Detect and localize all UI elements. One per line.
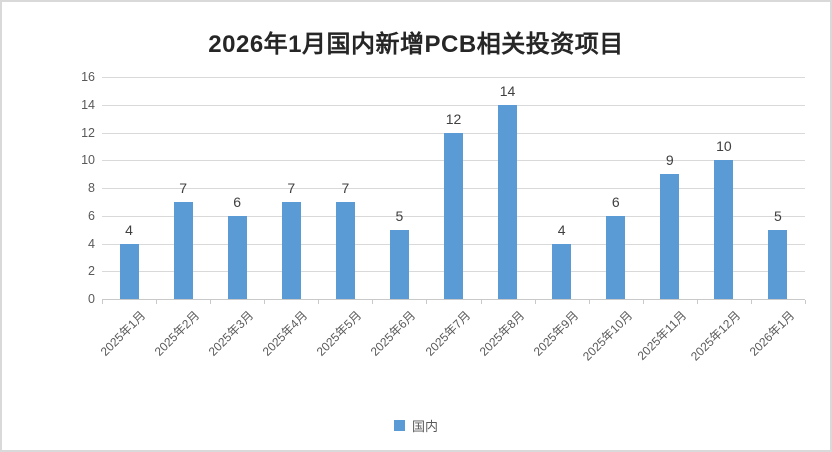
bar-value-label: 4 xyxy=(557,221,566,238)
legend: 国内 xyxy=(2,416,830,435)
y-axis-tick-label: 2 xyxy=(88,264,95,279)
bar-value-label: 14 xyxy=(499,82,516,99)
x-axis-category-label: 2026年1月 xyxy=(746,308,798,359)
y-axis-tick-label: 8 xyxy=(88,181,95,195)
bar-2025年6月 xyxy=(389,229,409,299)
x-axis-category-label: 2025年3月 xyxy=(205,308,257,359)
x-axis-tick xyxy=(588,300,590,304)
bar-value-label: 10 xyxy=(716,138,732,155)
x-axis-category-label: 2025年9月 xyxy=(530,308,581,359)
bar-value-label: 6 xyxy=(611,193,620,210)
bar-2025年3月 xyxy=(227,215,247,299)
x-axis-category-label: 2025年1月 xyxy=(97,308,149,359)
x-axis-category-label: 2025年7月 xyxy=(422,308,473,359)
bar-value-label: 7 xyxy=(341,179,350,196)
y-axis-tick-label: 16 xyxy=(81,70,95,84)
x-axis-category-label: 2025年8月 xyxy=(476,308,527,359)
bar-value-label: 7 xyxy=(287,179,296,196)
x-axis-tick xyxy=(696,300,698,304)
bar-value-label: 6 xyxy=(233,193,242,210)
x-axis-tick xyxy=(426,300,428,304)
x-axis-category-label: 2025年6月 xyxy=(368,308,419,359)
bar-value-label: 7 xyxy=(179,179,187,196)
x-axis-category-label: 2025年2月 xyxy=(151,308,203,359)
x-axis-tick xyxy=(372,300,374,304)
x-axis-tick xyxy=(156,300,158,304)
bar-value-label: 5 xyxy=(395,207,404,224)
y-axis-tick-label: 12 xyxy=(81,125,95,140)
bar-2025年11月 xyxy=(660,174,680,299)
gridline xyxy=(102,77,805,78)
x-axis-line xyxy=(102,299,805,300)
chart-title: 2026年1月国内新增PCB相关投资项目 xyxy=(208,31,624,58)
y-axis-tick-label: 4 xyxy=(88,236,95,251)
bar-value-label: 4 xyxy=(125,221,133,238)
bar-2026年1月 xyxy=(768,229,788,299)
x-axis-category-label: 2025年5月 xyxy=(314,308,365,359)
x-axis-tick xyxy=(210,300,212,304)
bar-2025年10月 xyxy=(606,215,626,299)
x-axis-category-label: 2025年4月 xyxy=(259,308,311,359)
x-axis-tick xyxy=(264,300,266,304)
legend-swatch-icon xyxy=(393,420,405,431)
bar-value-label: 9 xyxy=(665,152,674,169)
x-axis-category-label: 2025年11月 xyxy=(634,308,689,363)
x-axis-tick xyxy=(318,300,320,304)
x-axis-tick xyxy=(642,300,644,304)
gridline xyxy=(102,104,805,106)
bar-2025年9月 xyxy=(552,243,572,299)
bar-2025年12月 xyxy=(714,160,734,299)
x-axis-tick xyxy=(480,300,482,304)
bar-value-label: 12 xyxy=(445,110,462,127)
bar-2025年5月 xyxy=(335,201,355,299)
bar-2025年1月 xyxy=(119,243,139,299)
x-axis-tick xyxy=(102,300,103,304)
x-axis-category-label: 2025年12月 xyxy=(687,308,744,364)
bar-2025年7月 xyxy=(444,132,463,299)
y-axis-tick-label: 14 xyxy=(81,97,95,112)
y-axis-tick-label: 6 xyxy=(88,208,95,223)
bar-2025年4月 xyxy=(281,201,301,299)
x-axis-tick xyxy=(750,300,752,304)
y-axis-tick-label: 0 xyxy=(88,292,95,306)
bar-value-label: 5 xyxy=(774,207,782,224)
y-axis-tick-label: 10 xyxy=(81,153,95,168)
x-axis-category-label: 2025年10月 xyxy=(579,308,635,364)
bar-2025年2月 xyxy=(173,201,193,299)
x-axis-tick xyxy=(534,300,536,304)
legend-label: 国内 xyxy=(411,419,438,434)
bar-2025年8月 xyxy=(498,104,518,299)
x-axis-tick xyxy=(805,300,806,304)
